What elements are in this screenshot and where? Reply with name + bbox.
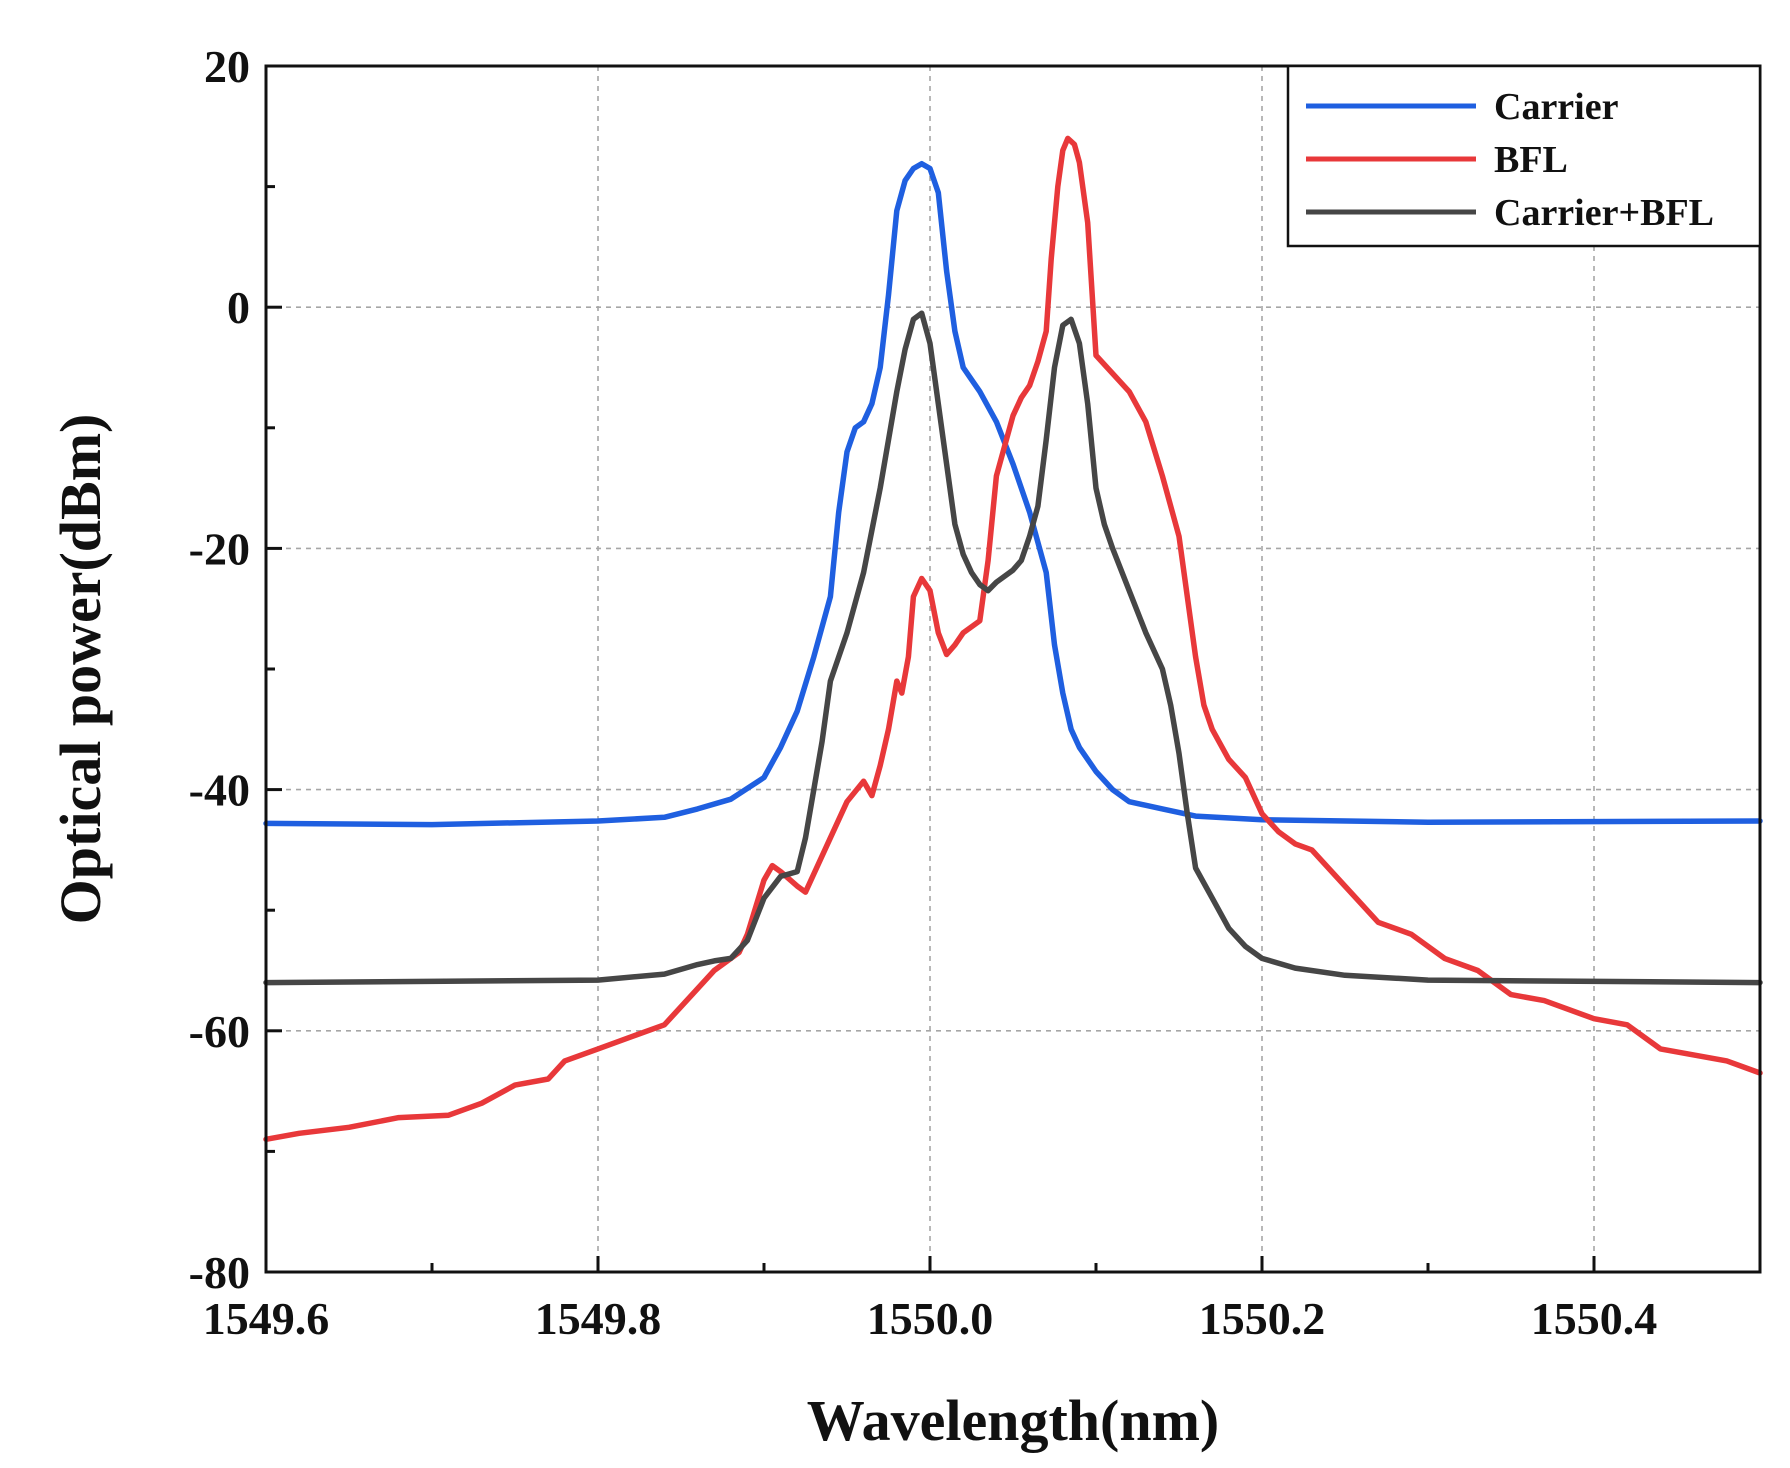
- axis-ticks: [264, 64, 1596, 1274]
- y-tick-label: -60: [189, 1006, 250, 1057]
- series-line-bfl: [263, 135, 1763, 1143]
- legend-box: [1286, 64, 1762, 248]
- legend-label: Carrier: [1494, 86, 1619, 128]
- series-group: [263, 135, 1763, 1143]
- legend-label: BFL: [1494, 139, 1568, 181]
- y-tick-label: -20: [189, 523, 250, 574]
- x-tick-label: 1550.2: [1199, 1293, 1326, 1344]
- series-line-carrier: [263, 160, 1763, 828]
- y-axis-title: Optical power(dBm): [48, 414, 113, 925]
- x-tick-label: 1550.0: [867, 1293, 994, 1344]
- y-tick-label: 20: [204, 41, 250, 92]
- y-tick-label: -40: [189, 765, 250, 816]
- x-tick-label: 1550.4: [1531, 1293, 1658, 1344]
- x-axis-title: Wavelength(nm): [807, 1388, 1219, 1453]
- x-tick-label: 1549.6: [203, 1293, 330, 1344]
- legend-label: Carrier+BFL: [1494, 192, 1714, 234]
- grid: [266, 66, 1760, 1272]
- y-tick-label: 0: [227, 282, 250, 333]
- x-axis-tick-labels: 1549.6 1549.8 1550.0 1550.2 1550.4: [203, 1293, 1658, 1344]
- x-tick-label: 1549.8: [535, 1293, 662, 1344]
- legend: Carrier BFL Carrier+BFL: [1286, 64, 1762, 248]
- y-tick-label: -80: [189, 1247, 250, 1298]
- series-line-carrier-bfl: [263, 310, 1763, 986]
- y-axis-tick-labels: 20 0 -20 -40 -60 -80: [189, 41, 250, 1298]
